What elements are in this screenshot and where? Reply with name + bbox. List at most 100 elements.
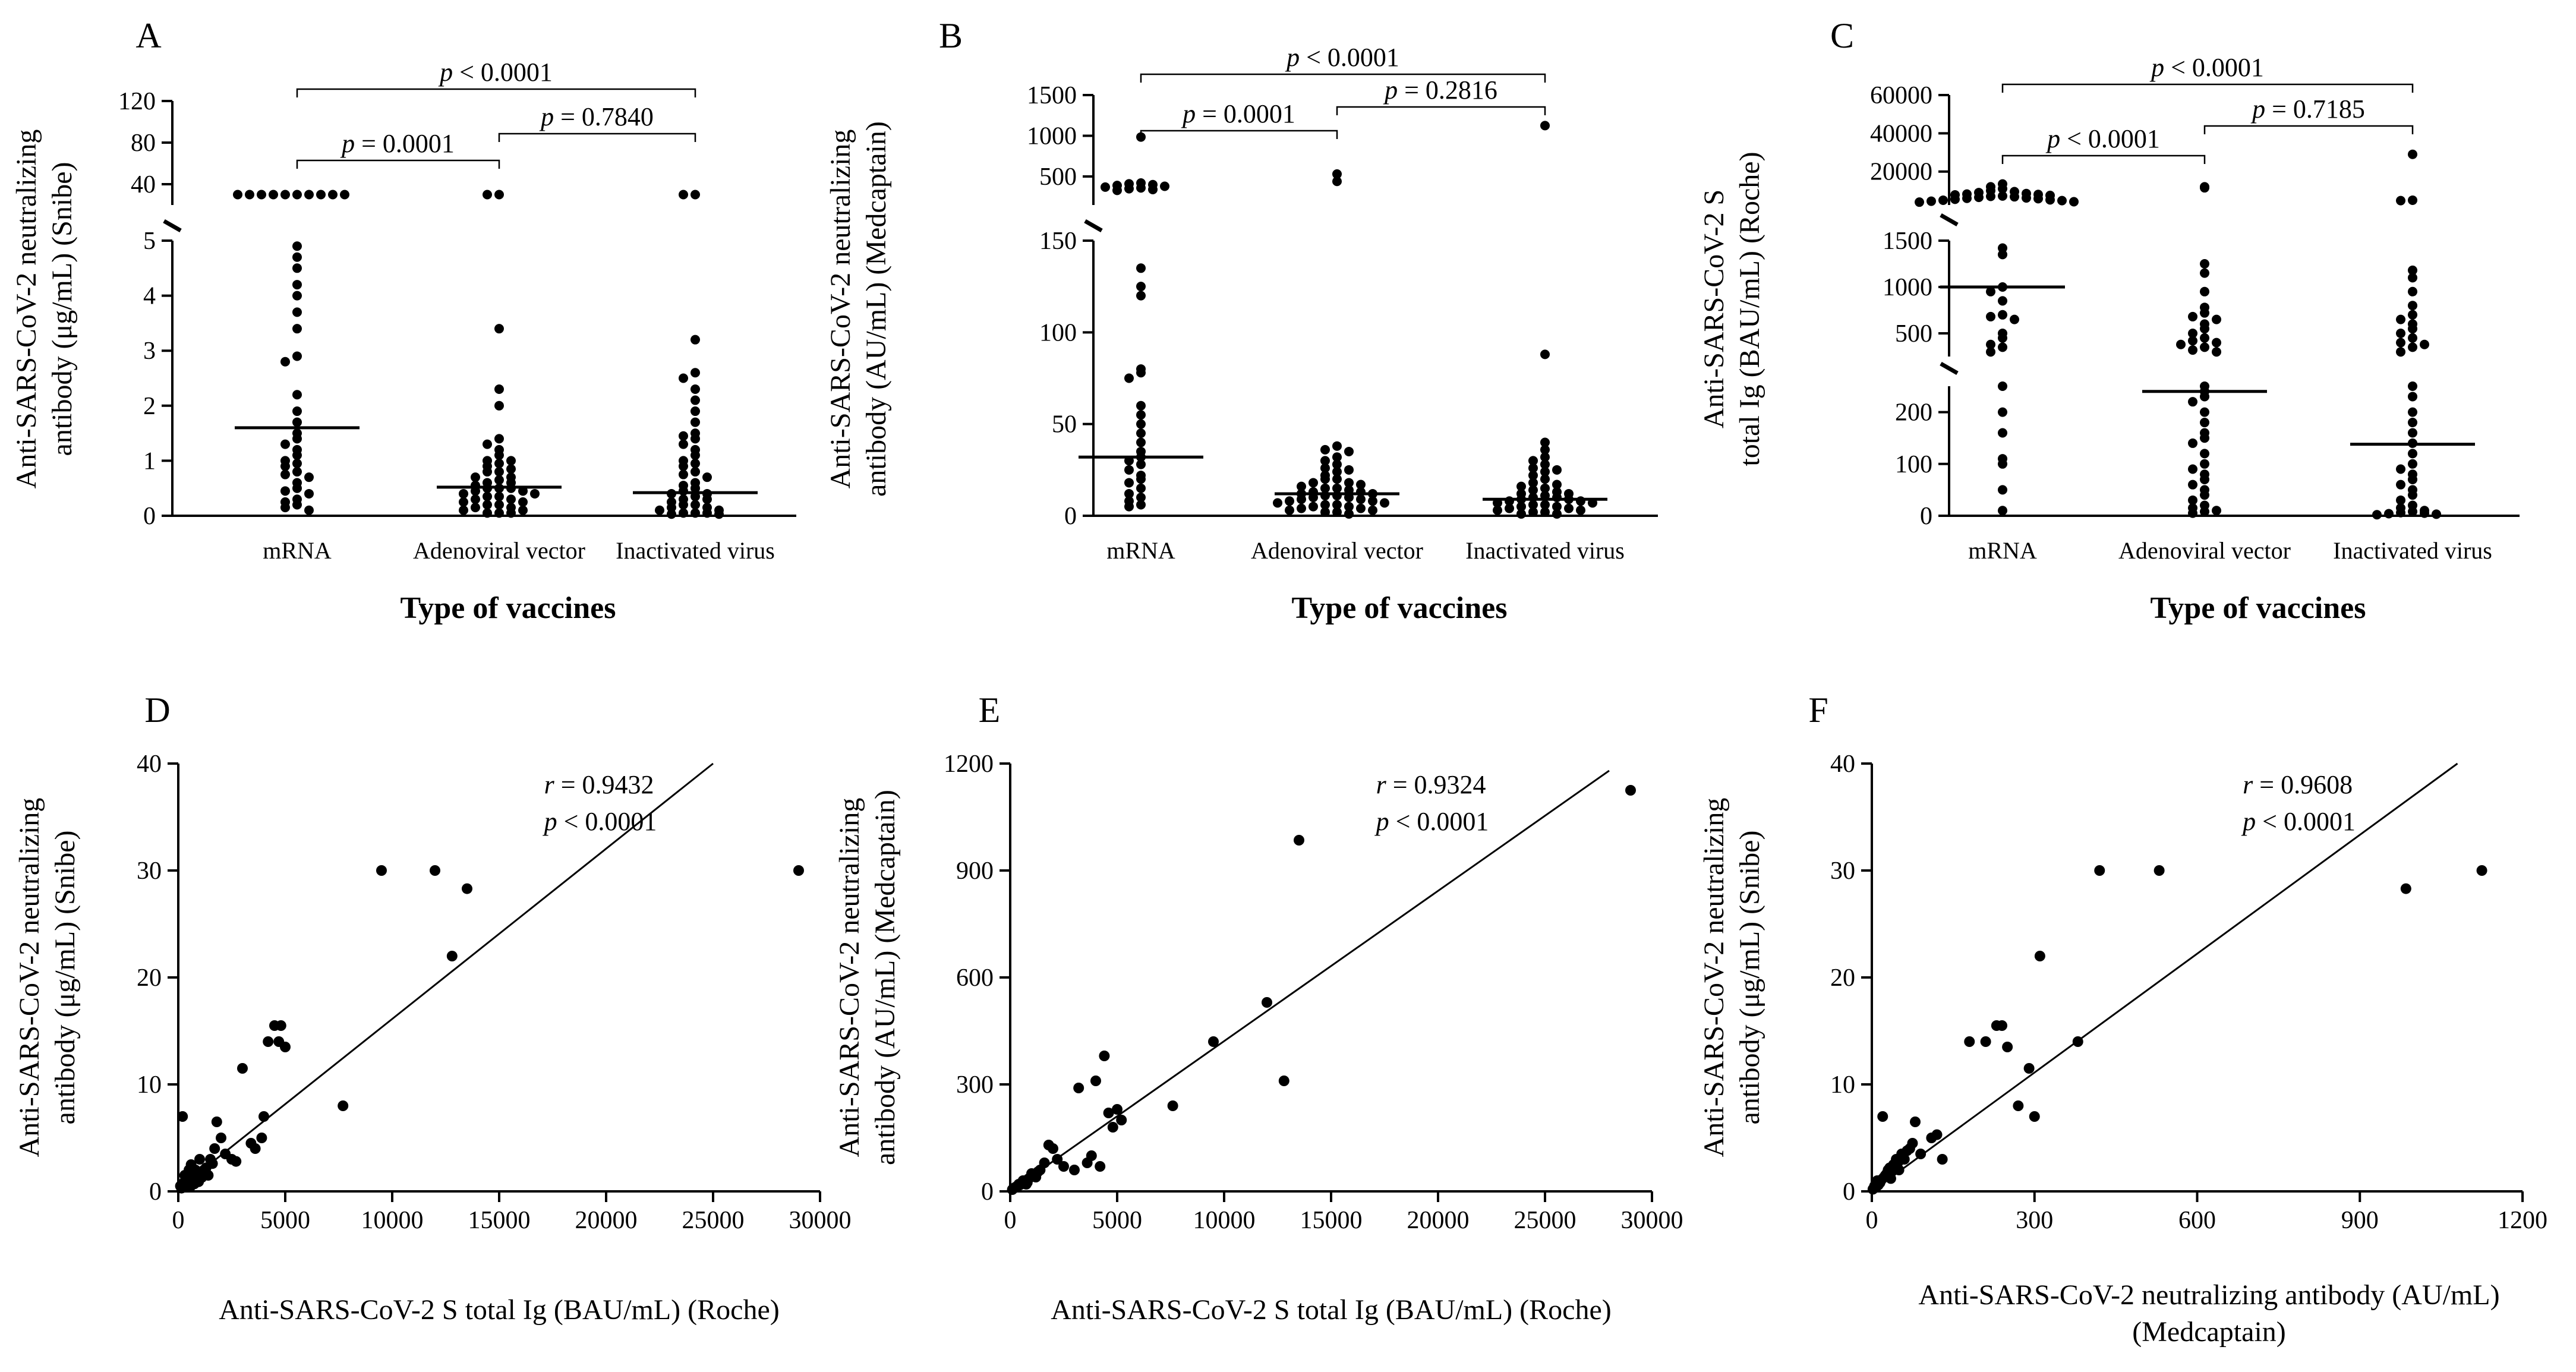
data-point [483, 500, 492, 510]
y-tick-label: 0 [1920, 503, 1932, 530]
y-axis-label: antibody (AU/mL) (Medcaptain) [860, 121, 892, 497]
data-point [459, 505, 468, 515]
data-point [1998, 428, 2007, 438]
data-point [1124, 184, 1134, 194]
x-axis-title: Type of vaccines [2151, 591, 2366, 625]
data-point [1540, 466, 1550, 477]
data-point [280, 357, 290, 367]
data-point [1332, 500, 1342, 510]
correlation-p-label: p < 0.0001 [1374, 807, 1489, 836]
category-label: Adenoviral vector [2118, 537, 2291, 564]
data-point [1937, 1154, 1948, 1165]
x-axis-title: Type of vaccines [401, 591, 616, 625]
category-label: mRNA [1106, 537, 1175, 564]
x-tick-label: 0 [1004, 1207, 1017, 1234]
data-point [1332, 452, 1342, 462]
data-point [1528, 471, 1538, 481]
data-point [2408, 428, 2417, 438]
data-point [2034, 951, 2045, 961]
y-axis-label: Anti-SARS-CoV-2 neutralizing [1698, 798, 1730, 1157]
x-tick-label: 900 [2341, 1207, 2379, 1234]
data-point [304, 488, 314, 499]
data-point [292, 241, 302, 251]
data-point [1332, 441, 1342, 451]
data-point [494, 324, 504, 334]
data-point [1058, 1161, 1069, 1172]
data-point [280, 190, 290, 200]
data-point [292, 252, 302, 262]
regression-line [1010, 769, 1610, 1193]
data-point [292, 450, 302, 461]
data-point [430, 865, 440, 876]
data-point [2188, 336, 2197, 346]
data-point [2408, 265, 2417, 275]
data-point [1344, 465, 1354, 475]
y-tick-label: 1200 [944, 750, 994, 778]
data-point [679, 500, 688, 510]
data-point [280, 469, 290, 480]
data-point [1136, 493, 1146, 503]
data-point [1552, 493, 1562, 503]
data-point [1931, 1129, 1943, 1140]
data-point [1998, 250, 2007, 260]
data-point [1980, 1036, 1991, 1047]
data-point [2188, 438, 2197, 448]
data-point [1124, 465, 1134, 475]
y-axis-label: antibody (μg/mL) (Snibe) [46, 162, 78, 456]
data-point [1540, 349, 1550, 359]
data-point [494, 384, 504, 395]
data-point [506, 508, 516, 518]
data-point [1160, 181, 1169, 191]
data-point [2188, 311, 2197, 321]
data-point [1915, 1149, 1927, 1159]
y-tick-label: 0 [1843, 1178, 1855, 1206]
data-point [1998, 459, 2007, 469]
data-point [462, 883, 472, 894]
data-point [702, 494, 712, 504]
x-tick-label: 15000 [1300, 1207, 1363, 1234]
panel-label: D [144, 690, 170, 730]
data-point [679, 439, 688, 449]
x-tick-label: 25000 [682, 1207, 745, 1234]
data-point [690, 190, 700, 200]
significance-bracket [1140, 73, 1546, 83]
significance-bracket [2001, 154, 2206, 164]
data-point [1962, 193, 1972, 203]
data-point [2408, 449, 2417, 459]
data-point [471, 503, 480, 513]
x-tick-label: 5000 [1092, 1207, 1142, 1234]
data-point [1124, 502, 1134, 512]
regression-line [1871, 762, 2458, 1193]
data-point [1297, 481, 1306, 491]
data-point [2033, 194, 2043, 204]
data-point [2200, 418, 2209, 428]
data-point [494, 466, 504, 477]
x-tick-label: 25000 [1514, 1207, 1577, 1234]
data-point [1493, 505, 1502, 515]
data-point [209, 1143, 220, 1154]
y-tick-label: 150 [1039, 228, 1077, 255]
data-point [690, 500, 700, 510]
data-point [2200, 433, 2209, 443]
data-point [2200, 474, 2209, 484]
axis-break [1940, 213, 1959, 227]
data-point [494, 459, 504, 469]
data-point [2188, 464, 2197, 474]
panel-label: A [135, 16, 161, 55]
p-value-label: p < 0.0001 [1285, 43, 1399, 72]
data-point [1332, 491, 1342, 501]
data-point [2200, 490, 2209, 500]
data-point [2408, 273, 2417, 283]
y-tick-label: 50 [1052, 411, 1077, 439]
data-point [702, 508, 712, 518]
correlation-r-label: r = 0.9608 [2243, 770, 2353, 799]
panel-label: B [939, 16, 963, 55]
panel-b: B Anti-SARS-CoV-2 neutralizing antibody (A… [825, 16, 1658, 625]
panel-a: A Anti-SARS-CoV-2 neutralizing antibody (μ… [11, 16, 796, 625]
y-tick-label: 20 [137, 964, 162, 992]
p-value-label: p = 0.7185 [2250, 94, 2365, 124]
data-point [2188, 480, 2197, 490]
data-point [2200, 507, 2209, 517]
x-tick-label: 30000 [789, 1207, 852, 1234]
data-point [2022, 193, 2031, 203]
